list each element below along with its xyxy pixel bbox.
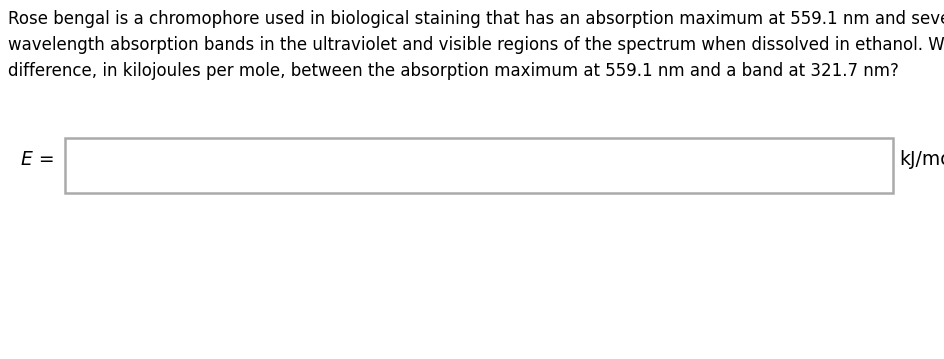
Bar bbox=[65, 138, 892, 193]
Text: kJ/mol: kJ/mol bbox=[899, 150, 944, 169]
Text: E =: E = bbox=[21, 150, 55, 169]
Text: Rose bengal is a chromophore used in biological staining that has an absorption : Rose bengal is a chromophore used in bio… bbox=[8, 10, 944, 80]
